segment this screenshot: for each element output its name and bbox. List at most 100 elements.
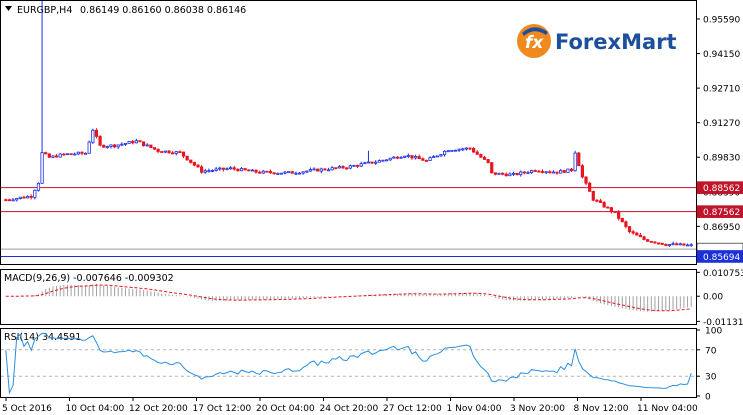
candle-body xyxy=(156,148,160,152)
candle-body xyxy=(526,172,530,174)
candle-body xyxy=(218,167,222,170)
candle xyxy=(515,172,519,176)
candle xyxy=(656,242,661,245)
candle xyxy=(272,172,276,175)
candle-body xyxy=(29,196,33,198)
candle-body xyxy=(15,198,19,201)
candle-body xyxy=(316,168,320,172)
candle xyxy=(73,152,77,156)
candle-body xyxy=(540,171,545,173)
candle xyxy=(297,171,302,175)
candle xyxy=(334,167,338,170)
candle-body xyxy=(555,171,559,174)
candle-body xyxy=(254,169,258,173)
candle-body xyxy=(395,156,400,159)
candle-body xyxy=(25,196,30,199)
price-axis-label: 0.94150 xyxy=(703,50,740,60)
candle xyxy=(678,242,682,246)
candle-body xyxy=(265,170,269,173)
candle xyxy=(236,168,240,172)
candle-body xyxy=(290,171,294,174)
candle-body xyxy=(584,176,588,184)
logo-swoosh-icon xyxy=(522,27,548,36)
candle-body xyxy=(638,234,643,238)
candle-body xyxy=(497,172,501,175)
candle xyxy=(609,206,614,214)
candle-body xyxy=(258,171,262,174)
rsi-series xyxy=(5,332,692,395)
candle-body xyxy=(682,243,686,246)
candle-body xyxy=(44,152,48,155)
candle-body xyxy=(446,150,450,153)
candle-body xyxy=(468,147,472,150)
candle xyxy=(424,159,429,162)
candle xyxy=(80,151,84,156)
candle xyxy=(163,150,167,153)
candle xyxy=(120,142,124,147)
price-axis-label: 0.95590 xyxy=(703,15,740,25)
candle-body xyxy=(225,168,229,171)
candle-body xyxy=(330,167,334,171)
candle-body xyxy=(116,144,120,148)
candle xyxy=(247,169,251,172)
candle xyxy=(54,153,59,158)
price-panel xyxy=(0,0,697,265)
candle-body xyxy=(174,151,178,154)
candle-body xyxy=(384,159,389,162)
symbol-label: EURGBP,H4 xyxy=(17,5,72,16)
candle xyxy=(544,171,548,175)
candle-body xyxy=(580,165,584,178)
candle xyxy=(51,155,55,159)
candle-body xyxy=(152,147,157,150)
candle-body xyxy=(493,172,497,175)
price-level-label: 0.85694 xyxy=(703,253,740,263)
candle xyxy=(283,171,287,175)
candle-body xyxy=(138,140,142,143)
candle xyxy=(348,164,352,170)
candle xyxy=(200,164,204,174)
candle xyxy=(276,172,280,175)
dropdown-triangle-icon[interactable] xyxy=(5,6,12,11)
candle xyxy=(341,165,345,170)
rsi-title: RSI(14) 34.4591 xyxy=(4,332,81,343)
candle-body xyxy=(646,239,650,242)
candle xyxy=(508,172,512,177)
candle-body xyxy=(573,152,577,172)
candle xyxy=(105,145,109,149)
candle xyxy=(533,169,537,172)
candle-body xyxy=(377,160,381,163)
candle xyxy=(501,172,505,176)
candle-body xyxy=(551,171,555,174)
candle-body xyxy=(689,244,693,247)
candle-body xyxy=(113,144,117,148)
candle-body xyxy=(678,243,682,246)
candle-body xyxy=(537,170,541,173)
candle xyxy=(511,171,516,176)
candle xyxy=(210,169,215,173)
candle-body xyxy=(642,236,646,241)
candle xyxy=(606,206,610,209)
candle xyxy=(588,181,592,192)
candle-body xyxy=(337,166,342,169)
candle-body xyxy=(504,173,508,177)
logo-mark: fx xyxy=(525,33,544,53)
price-axis-label: 0.91270 xyxy=(703,119,740,129)
candle xyxy=(377,159,381,163)
candle xyxy=(421,157,425,161)
candle xyxy=(76,151,80,155)
candle xyxy=(399,155,403,159)
candle-body xyxy=(181,151,186,157)
candle xyxy=(392,156,396,159)
candle xyxy=(203,168,207,174)
candle xyxy=(7,198,12,202)
candle-body xyxy=(609,207,614,212)
candle xyxy=(566,168,570,173)
candle-body xyxy=(11,199,15,202)
candle xyxy=(29,194,33,200)
candle-body xyxy=(192,162,196,166)
candle xyxy=(671,241,675,246)
candle xyxy=(497,172,501,175)
candle-body xyxy=(613,211,617,213)
candle xyxy=(83,152,88,155)
candle xyxy=(18,196,22,200)
